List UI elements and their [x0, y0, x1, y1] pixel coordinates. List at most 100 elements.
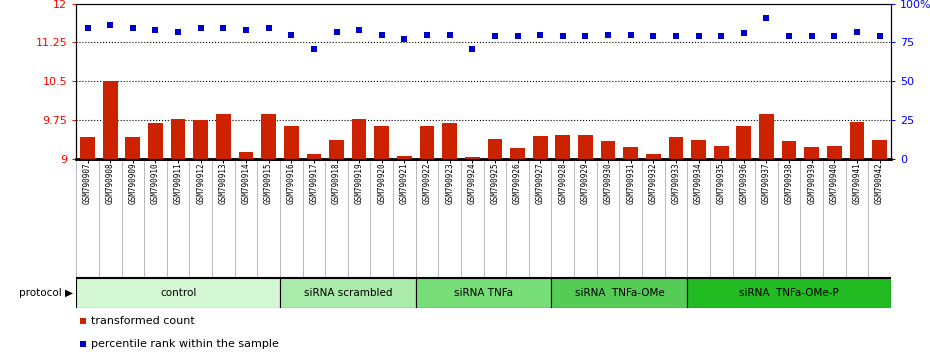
Bar [487, 138, 502, 159]
Bar [329, 139, 344, 159]
Text: GSM790935: GSM790935 [717, 163, 725, 205]
Text: GSM790925: GSM790925 [490, 163, 499, 205]
Text: GSM790908: GSM790908 [106, 163, 114, 205]
Point [849, 29, 864, 34]
Bar [687, 278, 891, 308]
Bar [551, 278, 687, 308]
Point [171, 29, 186, 34]
Bar [80, 137, 95, 159]
Bar [804, 147, 819, 159]
Bar [782, 141, 796, 159]
Point [555, 33, 570, 39]
Text: GSM790940: GSM790940 [830, 163, 839, 205]
Text: GSM790933: GSM790933 [671, 163, 681, 205]
Point [102, 23, 117, 28]
Bar [103, 81, 117, 159]
Text: GSM790928: GSM790928 [558, 163, 567, 205]
Text: GSM790917: GSM790917 [310, 163, 318, 205]
Bar [261, 114, 276, 159]
Point [623, 32, 638, 38]
Bar [872, 139, 887, 159]
Point [148, 27, 163, 33]
Point [397, 36, 412, 42]
Text: GSM790931: GSM790931 [626, 163, 635, 205]
Point [126, 25, 140, 31]
Bar [216, 114, 231, 159]
Point [872, 33, 887, 39]
Bar [307, 154, 321, 159]
Point [487, 33, 502, 39]
Bar [623, 147, 638, 159]
Text: siRNA  TNFa-OMe-P: siRNA TNFa-OMe-P [739, 288, 839, 298]
Text: GSM790926: GSM790926 [513, 163, 522, 205]
Bar [511, 148, 525, 159]
Bar [148, 123, 163, 159]
Point [669, 33, 684, 39]
Bar [416, 278, 551, 308]
Point [601, 32, 616, 38]
Point [510, 33, 525, 39]
Bar [239, 152, 253, 159]
Text: GSM790919: GSM790919 [354, 163, 364, 205]
Bar [578, 136, 592, 159]
Point [759, 15, 774, 21]
Text: GSM790938: GSM790938 [785, 163, 793, 205]
Text: GSM790937: GSM790937 [762, 163, 771, 205]
Point [827, 33, 842, 39]
Bar [759, 114, 774, 159]
Point [691, 33, 706, 39]
Point [536, 27, 551, 33]
Bar [555, 135, 570, 159]
Text: control: control [160, 288, 196, 298]
Point [713, 33, 728, 39]
Point [442, 32, 457, 38]
Text: percentile rank within the sample: percentile rank within the sample [91, 339, 279, 349]
Bar [533, 136, 548, 159]
Bar [280, 278, 416, 308]
Text: GSM790936: GSM790936 [739, 163, 749, 205]
Text: siRNA  TNFa-OMe: siRNA TNFa-OMe [575, 288, 664, 298]
Text: GSM790923: GSM790923 [445, 163, 454, 205]
Text: siRNA scrambled: siRNA scrambled [303, 288, 392, 298]
Bar [419, 126, 434, 159]
Text: GSM790942: GSM790942 [875, 163, 884, 205]
Text: GSM790922: GSM790922 [422, 163, 432, 205]
Point [737, 30, 751, 36]
Point [804, 33, 819, 39]
Text: GSM790921: GSM790921 [400, 163, 409, 205]
Text: GSM790920: GSM790920 [378, 163, 386, 205]
Point [80, 25, 95, 31]
Point [536, 236, 551, 242]
Text: siRNA TNFa: siRNA TNFa [454, 288, 513, 298]
Point [329, 29, 344, 34]
Bar [691, 139, 706, 159]
Text: GSM790932: GSM790932 [649, 163, 658, 205]
Bar [601, 141, 616, 159]
Point [533, 32, 548, 38]
Bar [714, 146, 728, 159]
Text: transformed count: transformed count [91, 316, 194, 326]
Bar [669, 137, 684, 159]
Text: GSM790913: GSM790913 [219, 163, 228, 205]
Bar [171, 119, 185, 159]
Text: GSM790909: GSM790909 [128, 163, 138, 205]
Bar [126, 137, 140, 159]
Text: GSM790939: GSM790939 [807, 163, 817, 205]
Point [645, 33, 660, 39]
Bar [76, 278, 280, 308]
Bar [397, 156, 412, 159]
Point [261, 25, 276, 31]
Point [374, 32, 389, 38]
Point [578, 33, 592, 39]
Bar [284, 126, 299, 159]
Text: GSM790910: GSM790910 [151, 163, 160, 205]
Text: GSM790914: GSM790914 [242, 163, 250, 205]
Bar [352, 119, 366, 159]
Text: GSM790929: GSM790929 [581, 163, 590, 205]
Bar [193, 120, 208, 159]
Text: GSM790916: GSM790916 [286, 163, 296, 205]
Text: GSM790941: GSM790941 [853, 163, 861, 205]
Point [419, 32, 434, 38]
Point [306, 46, 321, 52]
Text: GSM790918: GSM790918 [332, 163, 341, 205]
